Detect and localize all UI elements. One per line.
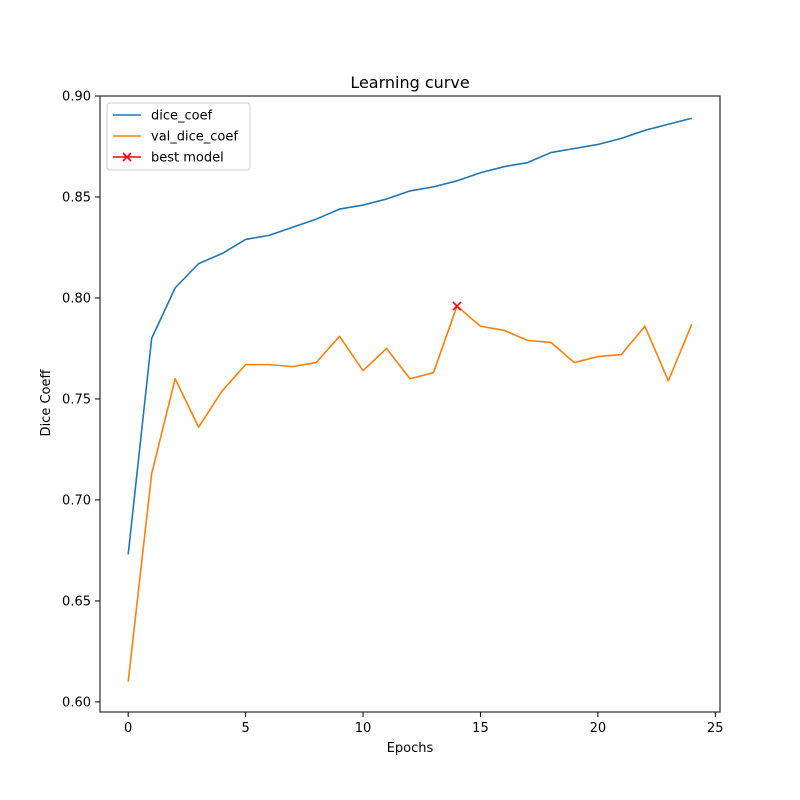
y-tick-label: 0.80 (62, 291, 91, 306)
y-tick-label: 0.85 (62, 190, 91, 205)
chart-title: Learning curve (350, 73, 469, 92)
x-axis-label: Epochs (387, 741, 434, 756)
legend-label: dice_coef (151, 109, 213, 124)
x-tick-label: 5 (241, 721, 249, 736)
x-tick-label: 25 (707, 721, 724, 736)
y-axis-label: Dice Coeff (39, 369, 54, 437)
legend-entry: val_dice_coef (113, 130, 238, 145)
y-tick-label: 0.60 (62, 695, 91, 710)
series-line-dice-coef (127, 117, 693, 555)
legend-label: val_dice_coef (151, 130, 238, 145)
legend-entry: best model (113, 151, 224, 166)
y-tick-label: 0.65 (62, 594, 91, 609)
plot-area (127, 117, 693, 682)
x-tick-label: 20 (590, 721, 607, 736)
y-axis-ticks: 0.60 0.65 0.70 0.75 0.80 0.85 0.90 (62, 90, 100, 710)
legend-box (106, 102, 251, 171)
y-tick-label: 0.70 (62, 493, 91, 508)
x-tick-label: 10 (355, 721, 372, 736)
x-axis-ticks: 0 5 10 15 20 25 (124, 712, 724, 736)
series-line-val-dice-coef (127, 305, 693, 682)
y-tick-label: 0.75 (62, 392, 91, 407)
legend-entry: dice_coef (113, 109, 213, 124)
x-tick-label: 0 (124, 721, 132, 736)
x-tick-label: 15 (472, 721, 489, 736)
y-tick-label: 0.90 (62, 90, 91, 105)
plot-frame (99, 95, 721, 713)
legend-label: best model (151, 151, 224, 166)
best-model-marker (452, 301, 462, 311)
